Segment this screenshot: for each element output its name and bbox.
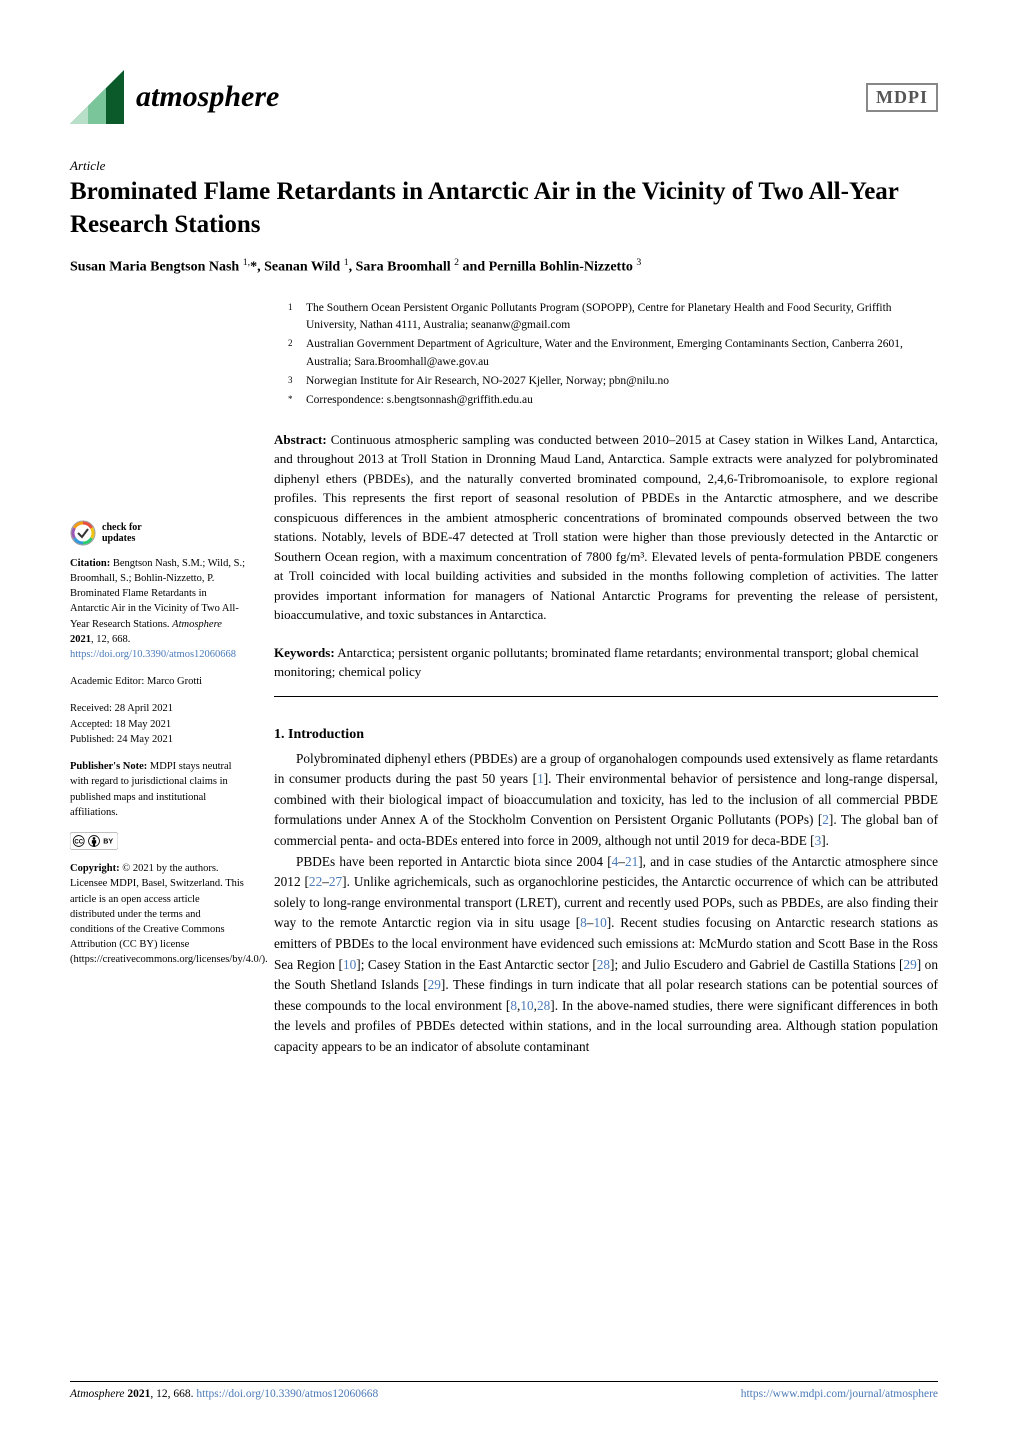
affiliation-row: * Correspondence: s.bengtsonnash@griffith…: [288, 392, 938, 410]
sidebar: check for updates Citation: Bengtson Nas…: [70, 300, 246, 1058]
footer-doi-link[interactable]: https://doi.org/10.3390/atmos12060668: [196, 1388, 378, 1400]
main-column: 1The Southern Ocean Persistent Organic P…: [274, 300, 938, 1058]
atmosphere-icon: [70, 70, 124, 124]
svg-text:BY: BY: [103, 837, 113, 845]
abstract: Abstract: Continuous atmospheric samplin…: [274, 430, 938, 625]
ref-link[interactable]: 10: [593, 915, 606, 930]
editor-block: Academic Editor: Marco Grotti: [70, 674, 246, 689]
ref-link[interactable]: 10: [343, 957, 356, 972]
affiliation-text: The Southern Ocean Persistent Organic Po…: [306, 300, 938, 336]
editor-name: Marco Grotti: [147, 676, 202, 687]
check-updates-line2: updates: [102, 533, 142, 544]
ref-link[interactable]: 1: [537, 771, 544, 786]
keywords: Keywords: Antarctica; persistent organic…: [274, 643, 938, 697]
footer-vol: , 12, 668.: [150, 1388, 196, 1400]
ref-link[interactable]: 28: [537, 998, 550, 1013]
section-heading: 1. Introduction: [274, 727, 938, 743]
keywords-text: Antarctica; persistent organic pollutant…: [274, 645, 919, 680]
received-date: Received: 28 April 2021: [70, 703, 173, 714]
copyright-block: Copyright: © 2021 by the authors. Licens…: [70, 861, 246, 968]
affiliations: 1The Southern Ocean Persistent Organic P…: [274, 300, 938, 410]
crossmark-icon: [70, 520, 96, 546]
ref-link[interactable]: 27: [329, 874, 342, 889]
copyright-label: Copyright:: [70, 863, 120, 874]
journal-name: atmosphere: [136, 80, 279, 114]
citation-doi-link[interactable]: https://doi.org/10.3390/atmos12060668: [70, 649, 236, 660]
abstract-text: Continuous atmospheric sampling was cond…: [274, 432, 938, 623]
page-footer: Atmosphere 2021, 12, 668. https://doi.or…: [70, 1381, 938, 1400]
dates-block: Received: 28 April 2021 Accepted: 18 May…: [70, 701, 246, 747]
citation-year: 2021: [70, 634, 91, 645]
ref-link[interactable]: 28: [597, 957, 610, 972]
citation-journal: Atmosphere: [172, 619, 222, 630]
svg-text:CC: CC: [74, 839, 83, 845]
affiliation-text: Correspondence: s.bengtsonnash@griffith.…: [306, 392, 533, 410]
accepted-date: Accepted: 18 May 2021: [70, 719, 171, 730]
citation-block: Citation: Bengtson Nash, S.M.; Wild, S.;…: [70, 556, 246, 663]
published-date: Published: 24 May 2021: [70, 734, 173, 745]
affiliation-marker: *: [288, 392, 298, 410]
ref-link[interactable]: 2: [822, 812, 829, 827]
cc-by-icon: CC BY: [70, 832, 118, 850]
ref-link[interactable]: 22: [309, 874, 322, 889]
abstract-label: Abstract:: [274, 432, 327, 447]
footer-year: 2021: [127, 1388, 150, 1400]
ref-link[interactable]: 29: [903, 957, 916, 972]
page-header: atmosphere MDPI: [70, 70, 938, 124]
keywords-label: Keywords:: [274, 645, 335, 660]
affiliation-marker: 1: [288, 300, 298, 336]
ref-link[interactable]: 10: [520, 998, 533, 1013]
authors-line: Susan Maria Bengtson Nash 1,*, Seanan Wi…: [70, 257, 938, 276]
citation-label: Citation:: [70, 558, 110, 569]
journal-logo: atmosphere: [70, 70, 279, 124]
editor-label: Academic Editor:: [70, 676, 147, 687]
publisher-logo: MDPI: [866, 83, 938, 112]
footer-right: https://www.mdpi.com/journal/atmosphere: [741, 1388, 938, 1400]
affiliation-text: Norwegian Institute for Air Research, NO…: [306, 373, 669, 391]
footer-journal: Atmosphere: [70, 1388, 127, 1400]
article-title: Brominated Flame Retardants in Antarctic…: [70, 176, 938, 241]
footer-left: Atmosphere 2021, 12, 668. https://doi.or…: [70, 1388, 378, 1400]
ref-link[interactable]: 8: [580, 915, 587, 930]
paragraph-1: Polybrominated diphenyl ethers (PBDEs) a…: [274, 749, 938, 852]
body-text: Polybrominated diphenyl ethers (PBDEs) a…: [274, 749, 938, 1058]
affiliation-row: 1The Southern Ocean Persistent Organic P…: [288, 300, 938, 336]
affiliation-text: Australian Government Department of Agri…: [306, 336, 938, 372]
ref-link[interactable]: 29: [428, 977, 441, 992]
check-updates-badge[interactable]: check for updates: [70, 520, 246, 546]
article-type: Article: [70, 158, 938, 174]
check-updates-line1: check for: [102, 522, 142, 533]
affiliation-row: 3 Norwegian Institute for Air Research, N…: [288, 373, 938, 391]
publisher-note: Publisher's Note: MDPI stays neutral wit…: [70, 759, 246, 820]
check-updates-label: check for updates: [102, 522, 142, 544]
affiliation-row: 2Australian Government Department of Agr…: [288, 336, 938, 372]
paragraph-2: PBDEs have been reported in Antarctic bi…: [274, 852, 938, 1058]
copyright-text: © 2021 by the authors. Licensee MDPI, Ba…: [70, 863, 268, 965]
citation-volume: , 12, 668.: [91, 634, 130, 645]
affiliation-marker: 2: [288, 336, 298, 372]
cc-license-badge: CC BY: [70, 832, 246, 855]
affiliation-marker: 3: [288, 373, 298, 391]
footer-journal-link[interactable]: https://www.mdpi.com/journal/atmosphere: [741, 1388, 938, 1400]
pubnote-label: Publisher's Note:: [70, 761, 147, 772]
ref-link[interactable]: 21: [625, 854, 638, 869]
